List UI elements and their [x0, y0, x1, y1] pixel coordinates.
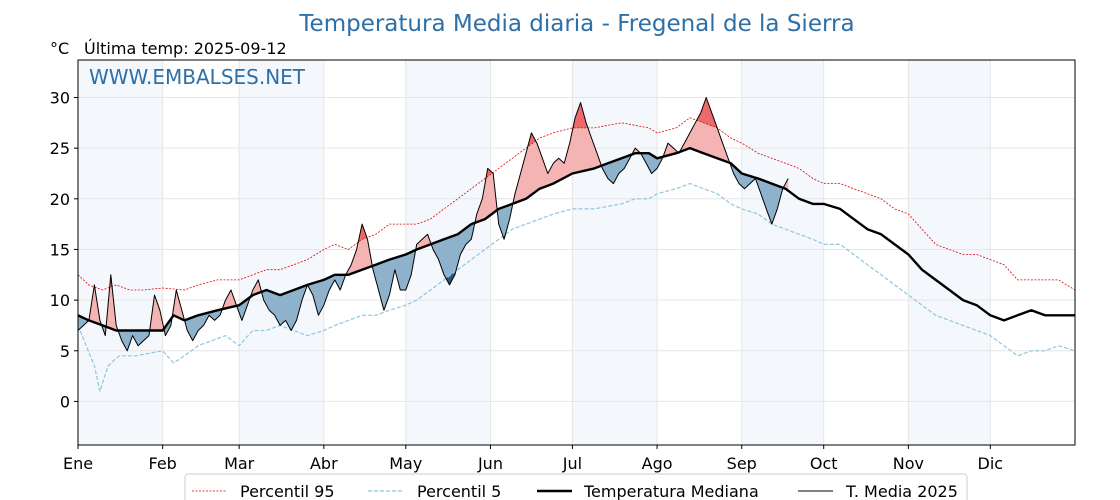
month-shade-sep — [741, 60, 824, 445]
below-median-fill — [237, 297, 251, 321]
y-axis: 0 5 10 15 20 25 30 — [50, 88, 78, 411]
x-tick-label: Jul — [562, 454, 582, 473]
y-tick-label: 15 — [50, 240, 70, 259]
below-median-fill — [730, 163, 783, 225]
month-shading — [78, 60, 991, 445]
below-median-fill — [261, 285, 307, 331]
x-tick-label: Oct — [810, 454, 838, 473]
legend-box — [184, 473, 968, 500]
month-shade-nov — [908, 60, 991, 445]
above-p95-fill — [573, 102, 588, 128]
series-lines — [77, 97, 1076, 392]
x-tick-label: Abr — [310, 454, 338, 473]
below-median-fill — [118, 330, 149, 351]
watermark: WWW.EMBALSES.NET — [89, 65, 306, 89]
legend-label-current: T. Media 2025 — [845, 482, 958, 500]
x-tick-label: Ago — [642, 454, 673, 473]
plot-frame — [77, 59, 1076, 446]
above-median-fill — [680, 97, 730, 163]
y-tick-label: 0 — [60, 392, 70, 411]
above-p95-fill — [528, 132, 536, 147]
chart-title: Temperatura Media diaria - Fregenal de l… — [298, 11, 854, 37]
below-median-fill — [601, 154, 632, 184]
above-median-fill — [222, 290, 237, 309]
x-tick-label: Ene — [63, 454, 93, 473]
x-tick-label: Nov — [893, 454, 924, 473]
series-line-current — [77, 97, 789, 352]
below-p5-fill — [446, 271, 456, 285]
above-median-fill — [416, 234, 431, 250]
above-median-fill — [89, 284, 102, 325]
unit-label: °C — [50, 39, 69, 58]
x-axis: Ene Feb Mar Abr May Jun Jul Ago Sep Oct Nov Dic — [63, 445, 1003, 473]
x-tick-label: Feb — [149, 454, 177, 473]
y-tick-label: 25 — [50, 139, 70, 158]
series-line-p5 — [77, 183, 1076, 392]
above-p95-fill — [486, 168, 493, 178]
legend-label-p5: Percentil 5 — [417, 482, 501, 500]
x-tick-label: Jun — [477, 454, 503, 473]
y-tick-label: 20 — [50, 190, 70, 209]
above-median-fill — [172, 290, 184, 321]
below-median-fill — [308, 274, 345, 316]
series-line-p95 — [77, 117, 1076, 291]
y-tick-label: 5 — [60, 342, 70, 361]
y-tick-label: 30 — [50, 88, 70, 107]
legend: Percentil 95 Percentil 5 Temperatura Media… — [192, 482, 958, 500]
legend-label-p95: Percentil 95 — [240, 482, 335, 500]
month-shade-mar — [239, 60, 324, 445]
above-p95-fill — [358, 224, 367, 242]
legend-label-median: Temperatura Mediana — [583, 482, 759, 500]
y-tick-label: 10 — [50, 291, 70, 310]
x-tick-label: Mar — [224, 454, 255, 473]
x-tick-label: May — [389, 454, 422, 473]
month-shade-ene — [78, 60, 163, 445]
x-tick-label: Sep — [727, 454, 757, 473]
above-median-fill — [475, 168, 497, 223]
above-p95-fill — [697, 97, 717, 128]
below-median-fill — [373, 250, 416, 311]
x-tick-label: Dic — [978, 454, 1004, 473]
last-temp-label: Última temp: 2025-09-12 — [84, 39, 287, 58]
